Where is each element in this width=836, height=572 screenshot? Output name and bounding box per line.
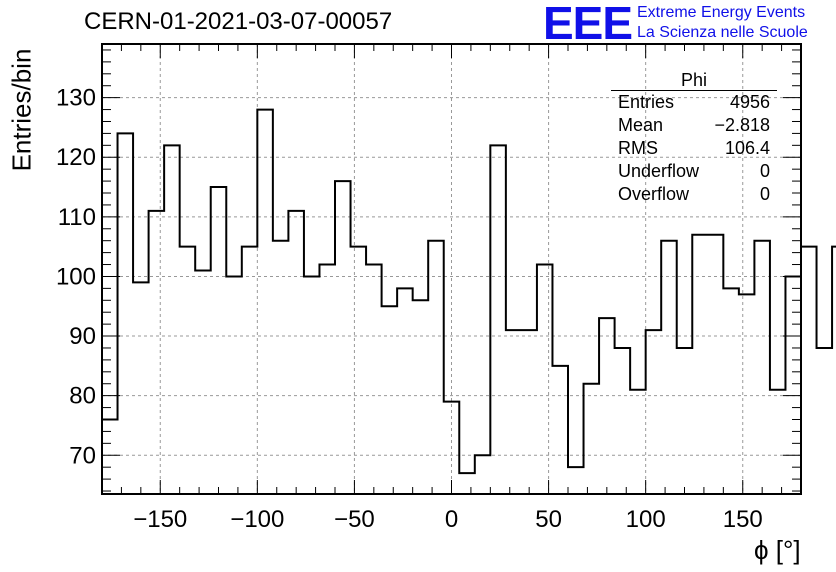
y-tick-label: 90 <box>69 323 96 350</box>
organization-line-2: La Scienza nelle Scuole <box>637 24 808 41</box>
stats-value: 106.4 <box>724 138 770 158</box>
x-tick-label: 0 <box>445 506 458 533</box>
stats-title: Phi <box>611 70 777 91</box>
stats-label: RMS <box>618 138 658 158</box>
stats-box: Phi Entries 4956 Mean −2.818 RMS 106.4 Underfl… <box>611 70 777 206</box>
y-tick-label: 70 <box>69 442 96 469</box>
stats-row: Mean −2.818 <box>611 114 777 137</box>
stats-label: Overflow <box>618 184 690 204</box>
stats-row: Underflow 0 <box>611 160 777 183</box>
y-tick-label: 100 <box>56 263 96 290</box>
y-tick-label: 110 <box>58 204 96 231</box>
axis-ticks <box>101 44 802 494</box>
x-tick-label: 150 <box>723 506 763 533</box>
stats-label: Mean <box>618 115 664 135</box>
stats-value: 4956 <box>729 92 770 112</box>
organization-line-1: Extreme Energy Events <box>637 4 806 21</box>
eee-logo: EEE <box>543 0 633 49</box>
x-tick-label: −100 <box>230 506 284 533</box>
stats-label: Underflow <box>618 161 700 181</box>
stats-row: RMS 106.4 <box>611 137 777 160</box>
stats-rows: Entries 4956 Mean −2.818 RMS 106.4 Underflow 0 O… <box>611 91 777 206</box>
y-tick-label: 120 <box>56 144 96 171</box>
grid-lines <box>102 44 801 494</box>
stats-label: Entries <box>618 92 675 112</box>
histogram-bins <box>102 108 836 475</box>
stats-value: −2.818 <box>714 115 770 135</box>
stats-row: Entries 4956 <box>611 91 777 114</box>
x-tick-label: 50 <box>535 506 562 533</box>
x-axis-label: ϕ [°] <box>754 535 801 565</box>
stats-value: 0 <box>759 184 770 204</box>
x-tick-label: 100 <box>626 506 666 533</box>
y-axis-label: Entries/bin <box>6 48 37 172</box>
stats-row: Overflow 0 <box>611 183 777 206</box>
histogram-step-line <box>102 108 836 475</box>
y-tick-label: 130 <box>56 85 96 112</box>
chart-title: CERN-01-2021-03-07-00057 <box>84 8 393 35</box>
tick-labels: −150 −100 −50 0 50 100 150 70 80 90 100 110 120 130 <box>56 85 763 533</box>
stats-value: 0 <box>759 161 770 181</box>
x-tick-label: −150 <box>133 506 187 533</box>
organization-name: Extreme Energy Events La Scienza nelle S… <box>637 3 808 43</box>
y-tick-label: 80 <box>69 383 96 410</box>
x-tick-label: −50 <box>334 506 375 533</box>
